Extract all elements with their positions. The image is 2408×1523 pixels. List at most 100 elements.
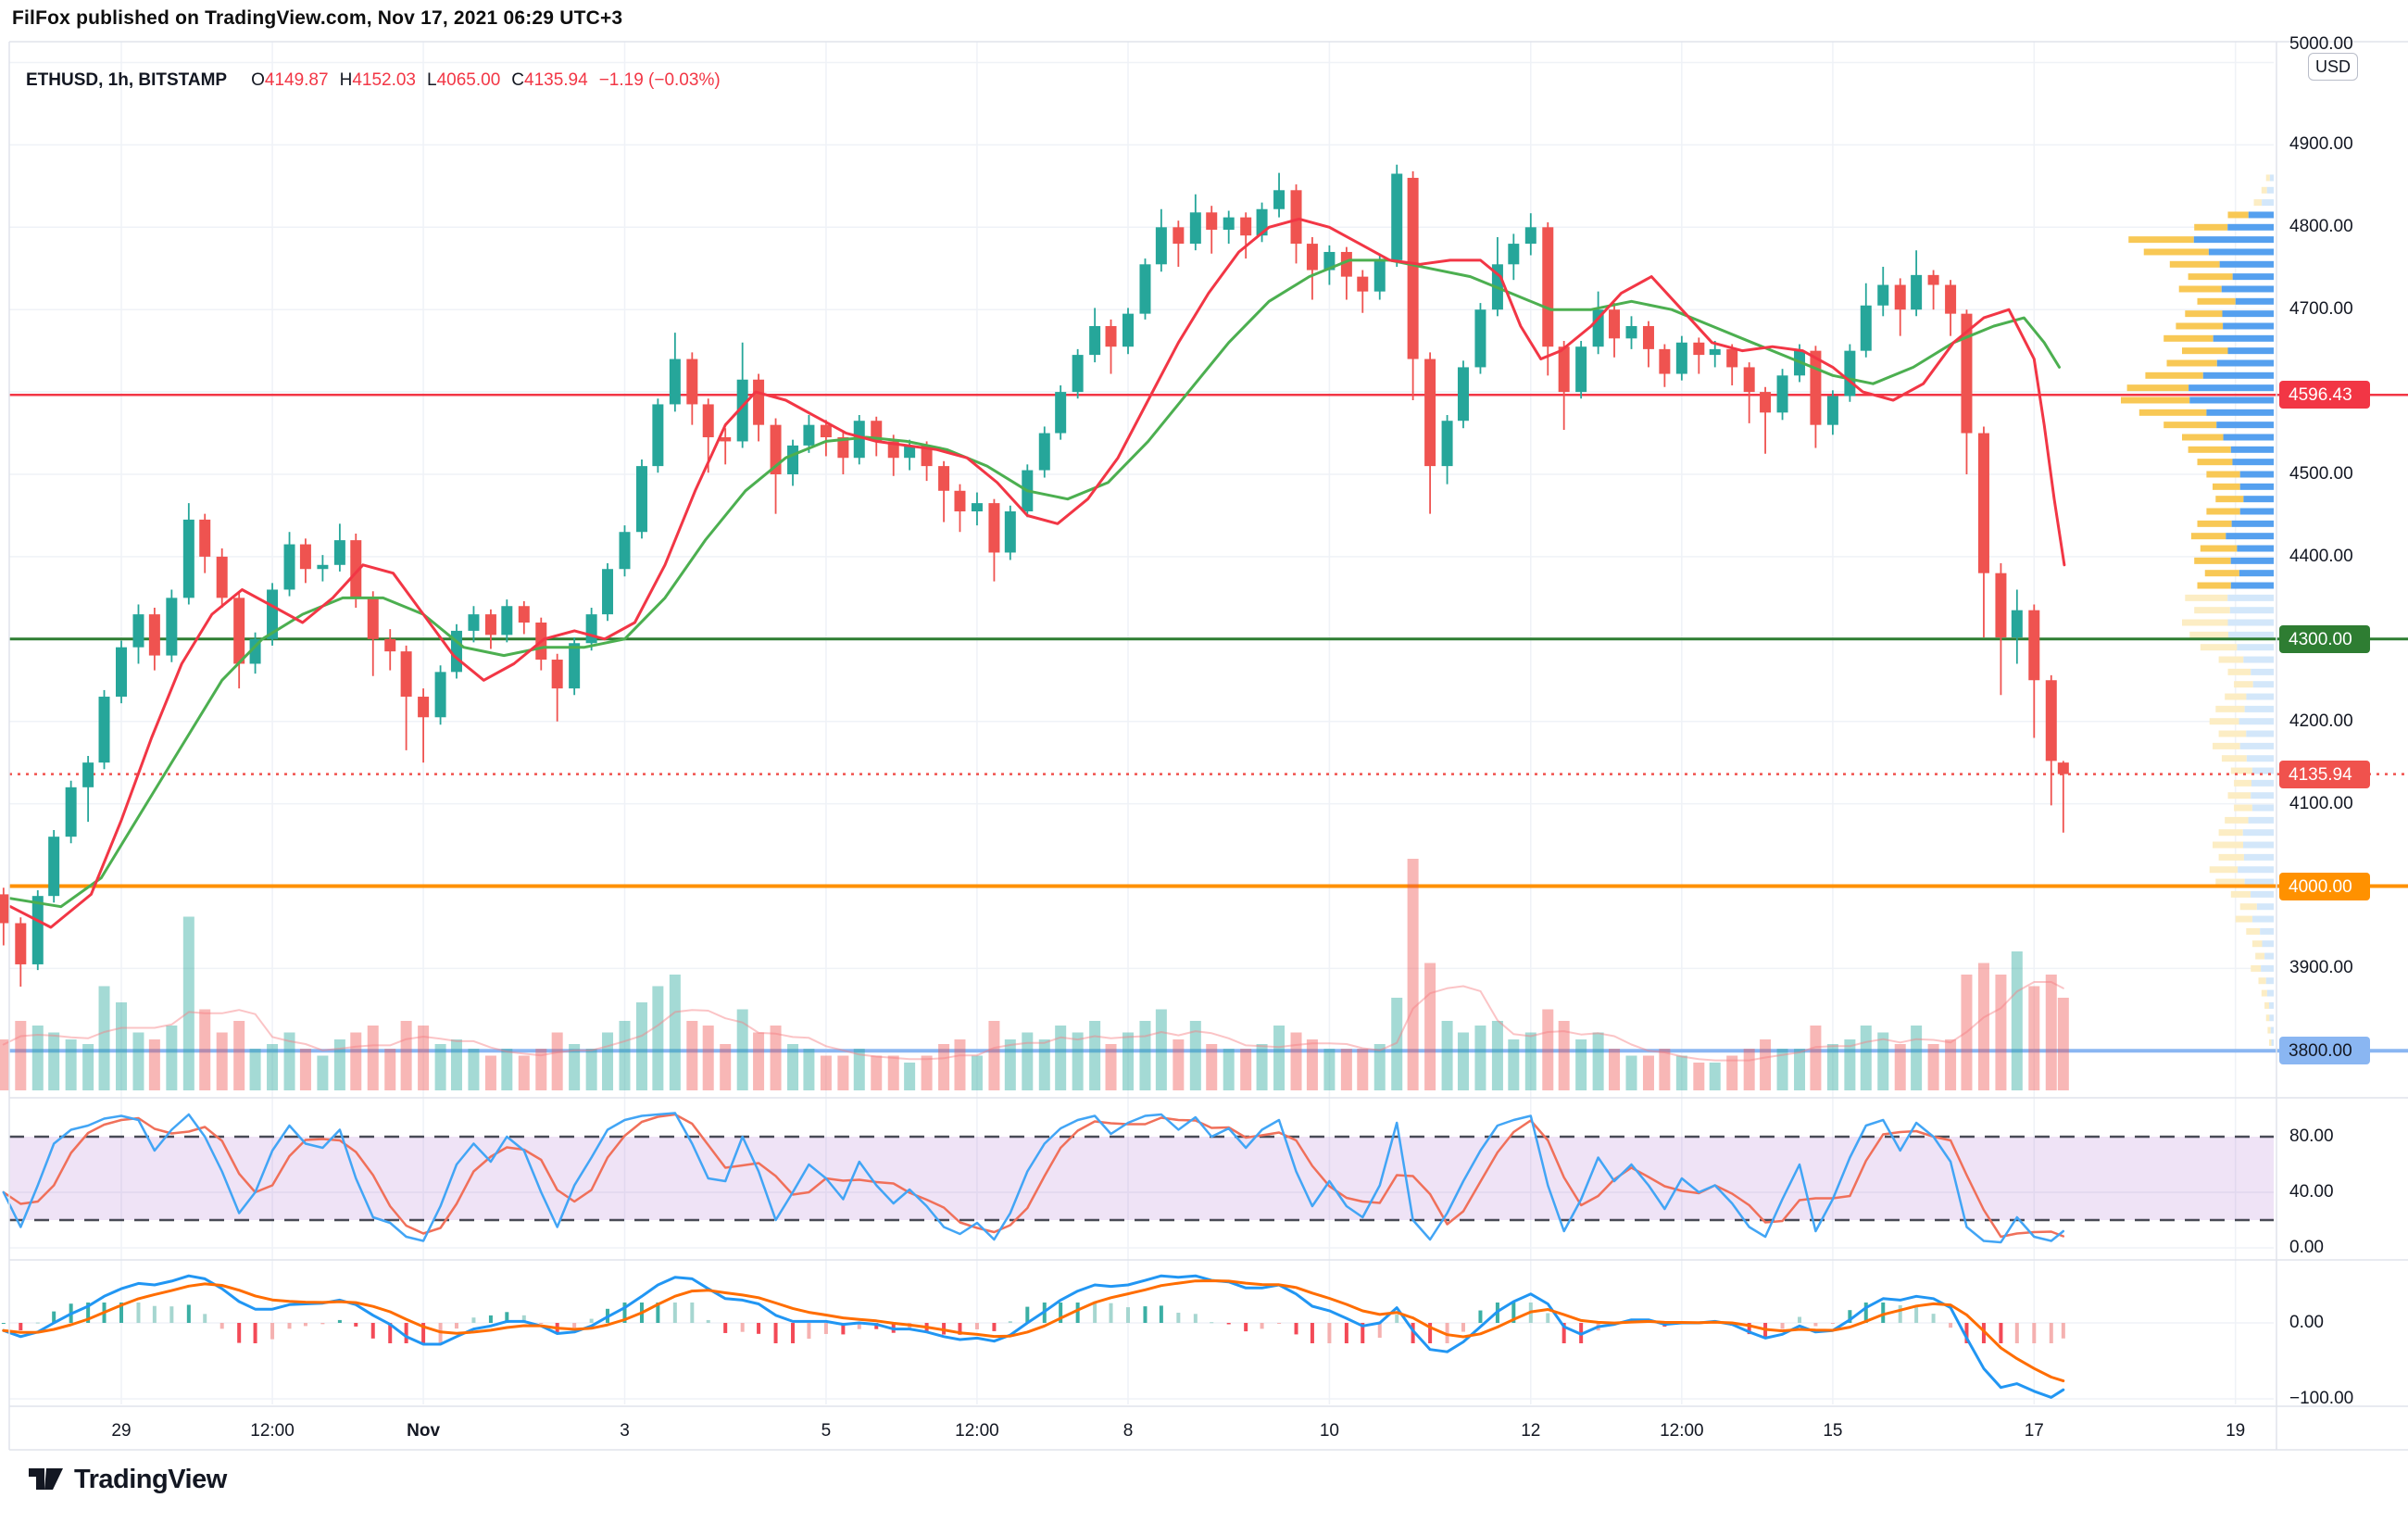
price-level-badge[interactable]: 4596.43 — [2279, 381, 2370, 409]
tradingview-logo[interactable]: TradingView — [28, 1464, 227, 1495]
volume-profile-row — [2234, 681, 2253, 688]
macd-histogram-bar — [1277, 1323, 1282, 1324]
macd-histogram-bar — [1361, 1323, 1365, 1343]
price-level-badge[interactable]: 4135.94 — [2279, 760, 2370, 788]
volume-profile-row — [2221, 755, 2247, 762]
candle-body — [1542, 227, 1554, 347]
volume-profile-row — [2239, 742, 2274, 749]
volume-profile-row — [2232, 273, 2274, 281]
volume-bar — [1558, 1021, 1570, 1090]
price-level-badge[interactable]: 4000.00 — [2279, 872, 2370, 900]
candle-body — [116, 647, 127, 698]
volume-profile-row — [2232, 459, 2274, 466]
candle-body — [1927, 274, 1939, 285]
volume-profile-row — [2265, 977, 2274, 985]
macd-histogram-bar — [773, 1323, 778, 1343]
symbol-legend[interactable]: ETHUSD, 1h, BITSTAMP O4149.87 H4152.03 L406… — [26, 70, 721, 91]
volume-bar — [1995, 975, 2007, 1090]
candle-body — [1575, 346, 1587, 393]
volume-bar — [1474, 1026, 1486, 1090]
candle-body — [1155, 227, 1167, 265]
price-level-badge[interactable]: 4300.00 — [2279, 624, 2370, 653]
candle-body — [48, 837, 60, 897]
volume-profile-row — [2253, 199, 2263, 207]
price-level-badge[interactable]: 3800.00 — [2279, 1037, 2370, 1065]
symbol-title[interactable]: ETHUSD, 1h, BITSTAMP — [26, 70, 228, 90]
volume-bar — [887, 1055, 899, 1090]
candle-body — [148, 614, 160, 656]
macd-histogram-bar — [1981, 1323, 1986, 1343]
volume-profile-row — [2218, 656, 2244, 663]
candle-body — [418, 697, 430, 718]
volume-profile-row — [2221, 285, 2274, 293]
candle-body — [635, 466, 647, 533]
macd-histogram-bar — [421, 1323, 426, 1343]
candle-body — [2011, 610, 2023, 638]
volume-profile-row — [2176, 322, 2224, 330]
volume-bar — [1022, 1032, 1034, 1090]
currency-unit-button[interactable]: USD — [2308, 53, 2358, 81]
volume-bar — [1055, 1026, 1067, 1090]
price-axis-label: 4400.00 — [2289, 546, 2353, 566]
volume-profile-row — [2230, 767, 2252, 774]
volume-profile-row — [2206, 471, 2240, 478]
volume-profile-row — [2229, 607, 2274, 614]
price-axis-label: 4500.00 — [2289, 464, 2353, 484]
volume-bar — [1826, 1044, 1838, 1090]
volume-profile-row — [2190, 533, 2226, 540]
volume-bar — [971, 1055, 983, 1090]
candle-body — [1760, 392, 1772, 413]
volume-bar — [1089, 1021, 1101, 1090]
macd-histogram-bar — [1059, 1303, 1063, 1323]
volume-profile-row — [2206, 508, 2240, 515]
volume-profile-row — [2213, 742, 2240, 749]
volume-bar — [1709, 1063, 1721, 1090]
macd-histogram-bar — [388, 1323, 393, 1343]
macd-histogram-bar — [1159, 1305, 1163, 1323]
candle-body — [82, 762, 94, 787]
volume-profile-row — [2188, 446, 2231, 453]
volume-profile-row — [2218, 730, 2247, 737]
macd-histogram-bar — [1226, 1323, 1231, 1325]
candle-body — [871, 421, 883, 442]
volume-bar — [1407, 859, 1419, 1090]
volume-bar — [400, 1021, 412, 1090]
price-axis-label: 4100.00 — [2289, 793, 2353, 813]
candle-body — [267, 589, 279, 639]
close-value: 4135.94 — [524, 70, 588, 90]
volume-bar — [1273, 1026, 1286, 1090]
volume-bar — [1927, 1044, 1939, 1090]
tradingview-logo-text: TradingView — [74, 1464, 227, 1494]
macd-histogram-bar — [1848, 1310, 1852, 1323]
volume-bar — [1810, 1026, 1822, 1090]
candle-body — [551, 660, 563, 689]
macd-histogram-bar — [1999, 1323, 2003, 1343]
change-value: −1.19 (−0.03%) — [598, 70, 721, 90]
volume-bar — [1743, 1049, 1755, 1090]
high-value: 4152.03 — [352, 70, 416, 90]
volume-profile-row — [2269, 1038, 2272, 1046]
volume-bar — [1794, 1049, 1806, 1090]
volume-bar — [1961, 975, 1973, 1090]
volume-bar — [1457, 1032, 1469, 1090]
candle-body — [367, 598, 379, 639]
volume-profile-row — [2138, 409, 2207, 416]
candle-body — [350, 540, 362, 598]
macd-histogram-bar — [1780, 1323, 1785, 1329]
candle-body — [1810, 350, 1822, 425]
open-value: 4149.87 — [264, 70, 329, 90]
volume-profile-row — [2251, 779, 2274, 787]
macd-histogram-bar — [1395, 1315, 1399, 1323]
volume-profile-row — [2239, 570, 2274, 577]
volume-profile-row — [2239, 483, 2274, 490]
time-axis-label: 12:00 — [250, 1421, 295, 1441]
volume-bar — [1911, 1026, 1923, 1090]
volume-profile-row — [2178, 285, 2222, 293]
volume-bar — [1609, 1049, 1621, 1090]
volume-bar — [1945, 1039, 1957, 1090]
candle-body — [1474, 309, 1486, 368]
volume-bar — [98, 986, 110, 1090]
volume-profile-row — [2213, 841, 2243, 849]
volume-bar — [501, 1049, 513, 1090]
